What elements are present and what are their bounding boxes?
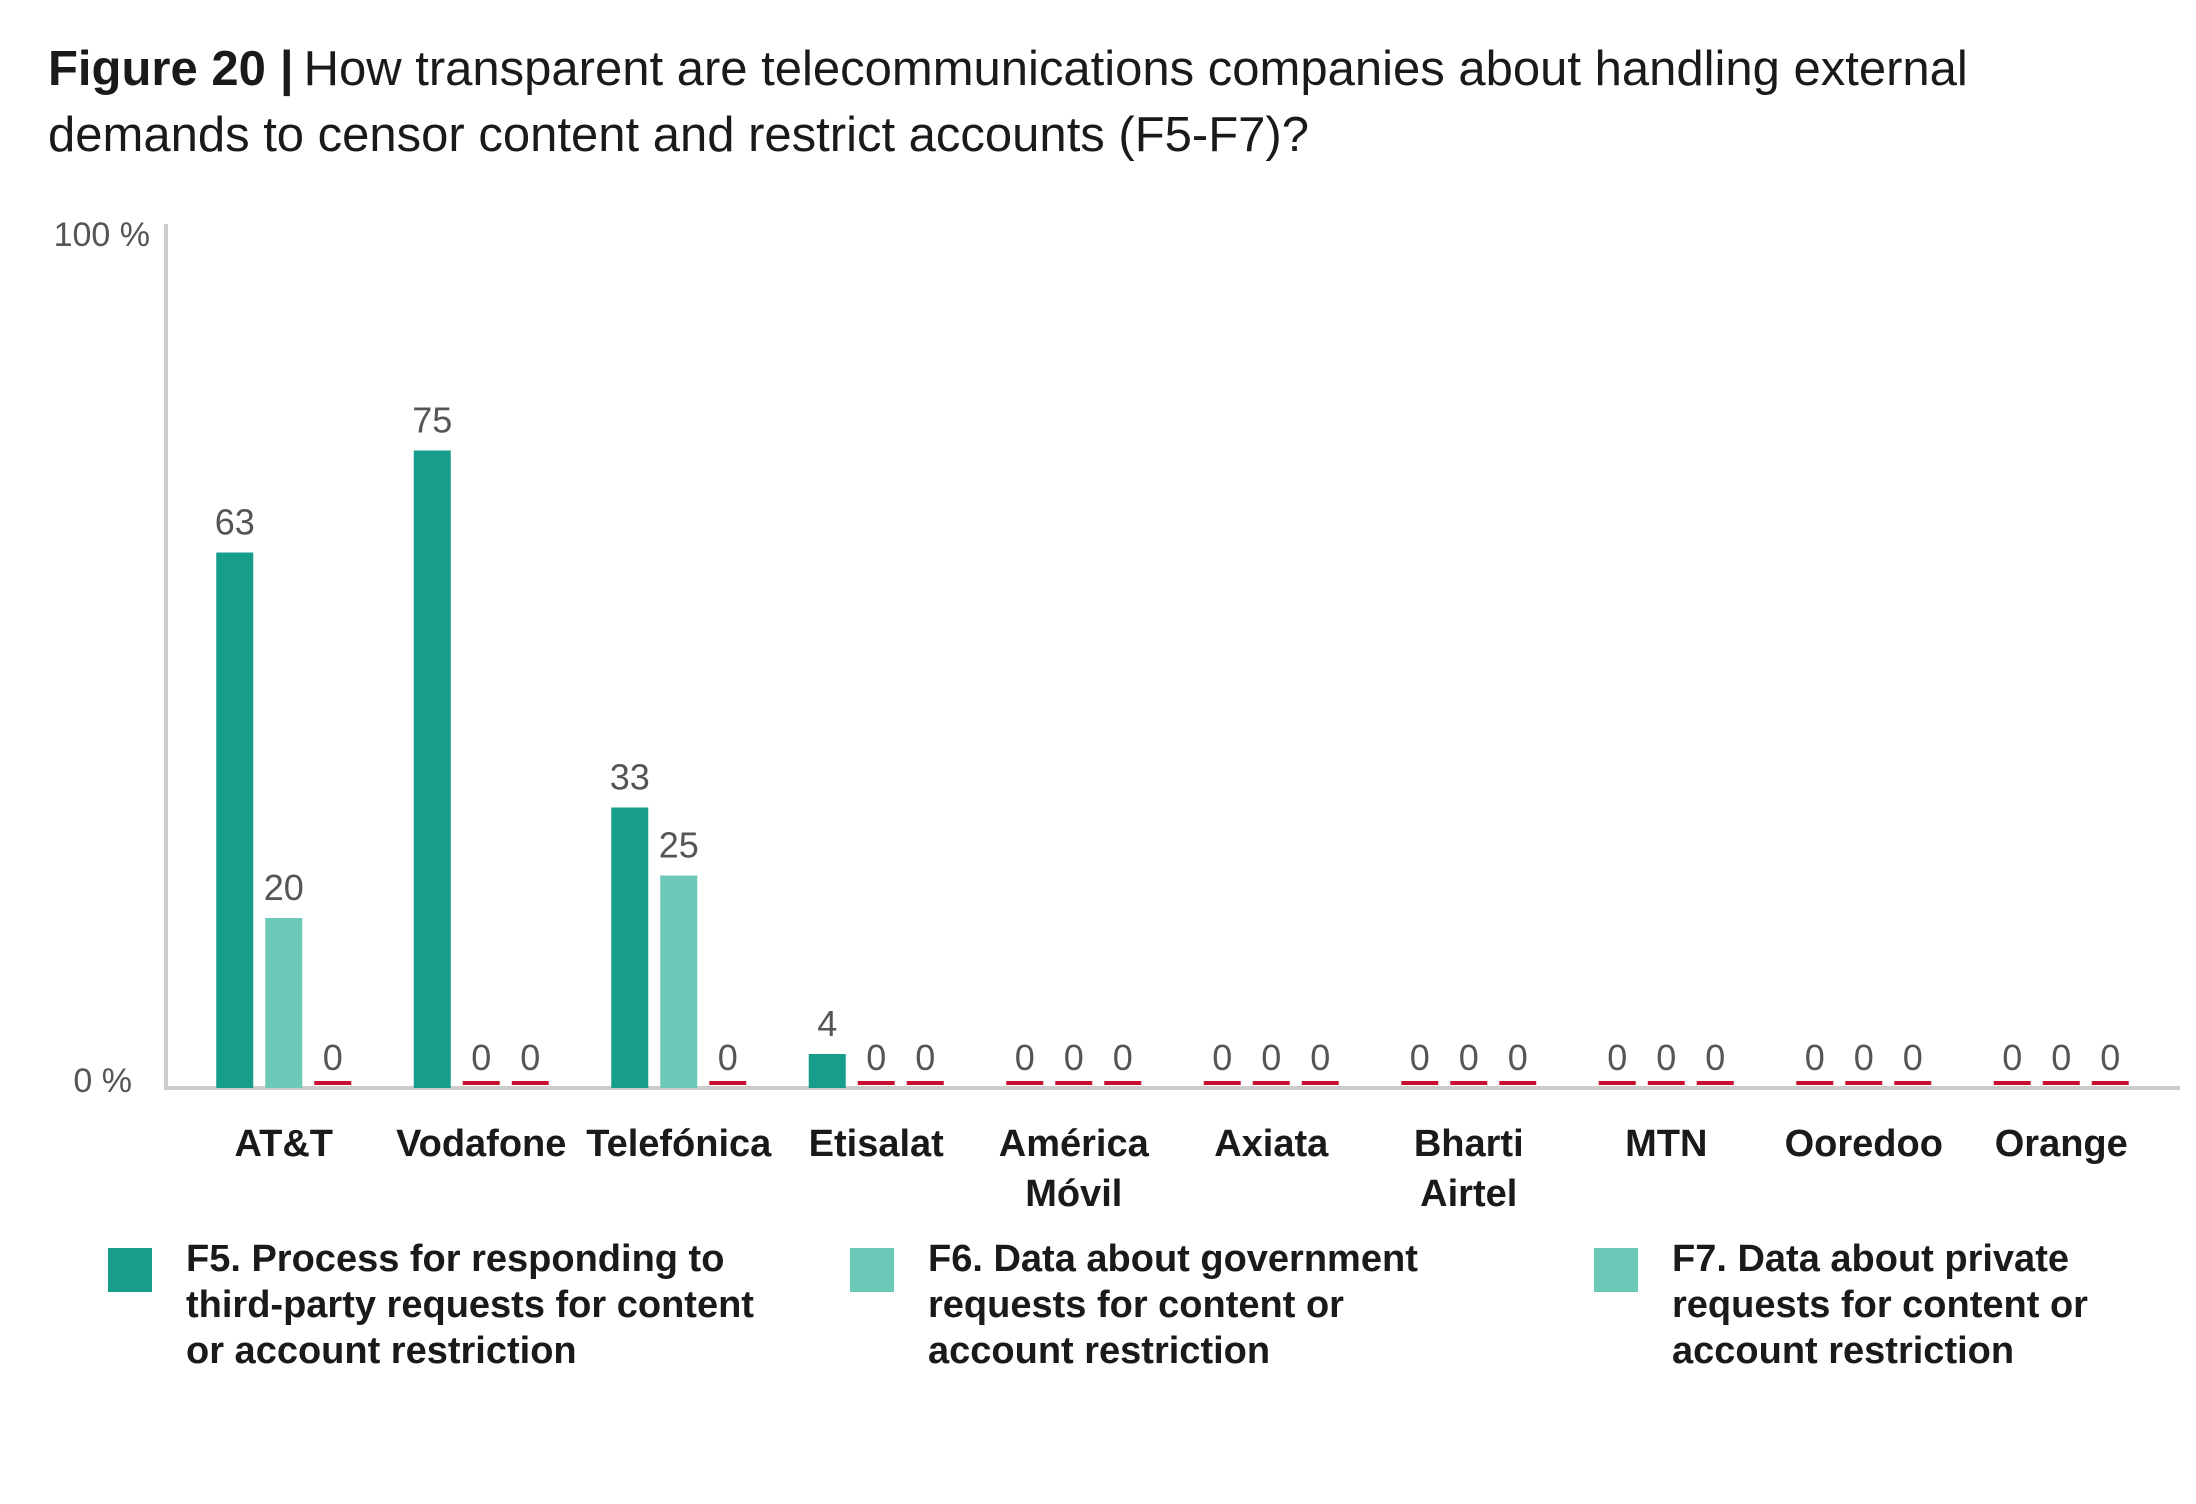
zero-marker-f5-orange: [1993, 1081, 2031, 1085]
zero-marker-f6-vodafone: [462, 1081, 500, 1085]
x-tick-label-ooredoo: Ooredoo: [1785, 1123, 1943, 1165]
data-label-f5-ooredoo: 0: [1805, 1037, 1825, 1078]
legend-label-f7: F7. Data about private requests for cont…: [1672, 1238, 2088, 1372]
x-tick-label-telefonica: Telefónica: [586, 1123, 772, 1165]
legend-swatch-f7: [1594, 1248, 1638, 1292]
chart-title: Figure 20 | How transparent are telecommun…: [48, 36, 2148, 168]
data-label-f7-ooredoo: 0: [1903, 1037, 1923, 1078]
bar-f5-telefonica: [611, 807, 649, 1088]
data-label-f7-vodafone: 0: [520, 1037, 540, 1078]
data-label-f7-etisalat: 0: [915, 1037, 935, 1078]
data-label-f6-america-movil: 0: [1064, 1037, 1084, 1078]
zero-marker-f6-axiata: [1252, 1081, 1290, 1085]
data-label-f7-america-movil: 0: [1113, 1037, 1133, 1078]
legend-label-f5: F5. Process for responding to third-part…: [186, 1238, 754, 1372]
zero-marker-f7-telefonica: [709, 1081, 747, 1085]
zero-marker-f7-orange: [2091, 1081, 2129, 1085]
data-label-f5-mtn: 0: [1607, 1037, 1627, 1078]
title-question: How transparent are telecommunications c…: [48, 42, 1968, 162]
data-label-f6-etisalat: 0: [866, 1037, 886, 1078]
legend-swatch-f5: [108, 1248, 152, 1292]
data-label-f5-orange: 0: [2002, 1037, 2022, 1078]
zero-marker-f5-axiata: [1203, 1081, 1241, 1085]
zero-marker-f7-mtn: [1696, 1081, 1734, 1085]
data-label-f7-telefonica: 0: [718, 1037, 738, 1078]
zero-marker-f5-america-movil: [1006, 1081, 1044, 1085]
data-label-f7-axiata: 0: [1310, 1037, 1330, 1078]
data-label-f6-bharti-airtel: 0: [1459, 1037, 1479, 1078]
data-label-f5-etisalat: 4: [817, 1003, 837, 1044]
zero-marker-f6-america-movil: [1055, 1081, 1093, 1085]
zero-marker-f5-bharti-airtel: [1401, 1081, 1439, 1085]
zero-marker-f6-mtn: [1647, 1081, 1685, 1085]
zero-marker-f7-etisalat: [906, 1081, 944, 1085]
data-label-f5-telefonica: 33: [610, 757, 650, 798]
zero-marker-f6-bharti-airtel: [1450, 1081, 1488, 1085]
bar-f6-at-t: [265, 918, 303, 1088]
data-label-f7-at-t: 0: [323, 1037, 343, 1078]
zero-marker-f7-vodafone: [511, 1081, 549, 1085]
bar-f5-vodafone: [413, 450, 451, 1088]
data-label-f6-at-t: 20: [264, 867, 304, 908]
bar-f5-at-t: [216, 552, 254, 1088]
y-tick-label-max: 100 %: [54, 216, 150, 254]
figure-number: Figure 20: [48, 42, 266, 96]
zero-marker-f5-mtn: [1598, 1081, 1636, 1085]
x-tick-label-vodafone: Vodafone: [396, 1123, 566, 1165]
x-tick-label-bharti-airtel-line1: Bharti: [1414, 1123, 1524, 1165]
data-label-f7-orange: 0: [2100, 1037, 2120, 1078]
legend-label-f6: F6. Data about government requests for c…: [928, 1238, 1418, 1372]
zero-marker-f7-america-movil: [1104, 1081, 1142, 1085]
title-separator: |: [279, 42, 294, 96]
x-tick-label-america-movil-line2: Móvil: [1025, 1173, 1122, 1215]
data-label-f7-mtn: 0: [1705, 1037, 1725, 1078]
zero-marker-f6-ooredoo: [1845, 1081, 1883, 1085]
data-label-f5-axiata: 0: [1212, 1037, 1232, 1078]
zero-marker-f7-bharti-airtel: [1499, 1081, 1537, 1085]
x-tick-label-at-t: AT&T: [235, 1123, 334, 1165]
data-label-f6-telefonica: 25: [659, 825, 699, 866]
legend: F5. Process for responding to third-part…: [0, 1236, 2196, 1396]
data-label-f5-at-t: 63: [215, 502, 255, 543]
x-tick-label-america-movil-line1: América: [999, 1123, 1150, 1165]
bar-f5-etisalat: [808, 1054, 846, 1088]
x-tick-label-orange: Orange: [1995, 1123, 2128, 1165]
zero-marker-f7-at-t: [314, 1081, 352, 1085]
zero-marker-f6-orange: [2042, 1081, 2080, 1085]
legend-swatch-f6: [850, 1248, 894, 1292]
data-label-f5-vodafone: 75: [412, 400, 452, 441]
data-label-f6-mtn: 0: [1656, 1037, 1676, 1078]
zero-marker-f7-axiata: [1301, 1081, 1339, 1085]
data-label-f6-orange: 0: [2051, 1037, 2071, 1078]
data-label-f5-bharti-airtel: 0: [1410, 1037, 1430, 1078]
data-label-f6-vodafone: 0: [471, 1037, 491, 1078]
x-tick-label-axiata: Axiata: [1214, 1123, 1329, 1165]
zero-marker-f5-ooredoo: [1796, 1081, 1834, 1085]
y-tick-label-min: 0 %: [73, 1062, 132, 1100]
x-tick-label-mtn: MTN: [1625, 1123, 1707, 1165]
zero-marker-f7-ooredoo: [1894, 1081, 1932, 1085]
data-label-f6-axiata: 0: [1261, 1037, 1281, 1078]
data-label-f7-bharti-airtel: 0: [1508, 1037, 1528, 1078]
data-label-f5-america-movil: 0: [1015, 1037, 1035, 1078]
data-label-f6-ooredoo: 0: [1854, 1037, 1874, 1078]
x-tick-label-etisalat: Etisalat: [809, 1123, 945, 1165]
bar-f6-telefonica: [660, 875, 698, 1088]
x-tick-label-bharti-airtel-line2: Airtel: [1420, 1173, 1517, 1215]
zero-marker-f6-etisalat: [857, 1081, 895, 1085]
